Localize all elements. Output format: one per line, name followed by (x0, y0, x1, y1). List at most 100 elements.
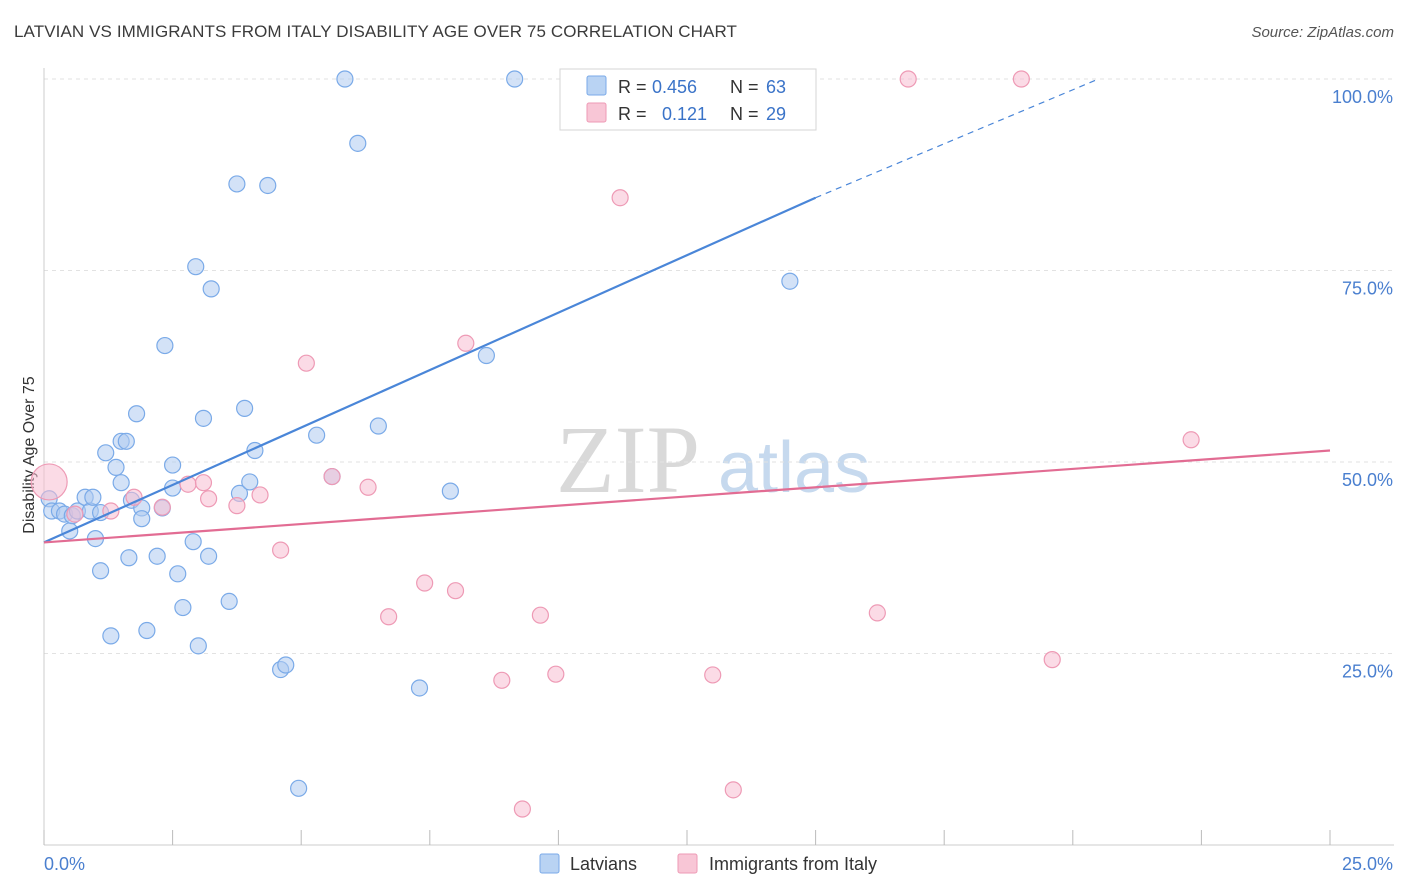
latvians-point-18 (117, 432, 135, 450)
bottom-legend: Latvians Immigrants from Italy (539, 853, 877, 874)
legend-n-value-italy: 29 (766, 104, 786, 124)
bottom-legend-swatch-latvians (539, 853, 560, 874)
italy-point-16 (446, 582, 465, 600)
trend-line-1 (43, 449, 1331, 544)
italy-point-20 (531, 606, 549, 624)
gridlines (44, 78, 1395, 654)
latvians-point-31 (174, 598, 192, 617)
latvians-point-47 (290, 779, 308, 797)
latvians-point-21 (127, 405, 146, 423)
latvians-point-12 (91, 562, 110, 580)
italy-point-14 (380, 608, 398, 626)
watermark-zip: ZIP (556, 406, 700, 513)
bottom-legend-swatch-italy (677, 853, 698, 874)
latvians-point-41 (236, 399, 254, 417)
y-tick-label-0: 25.0% (1342, 662, 1393, 682)
latvians-point-39 (228, 175, 246, 193)
latvians-point-44 (259, 176, 277, 195)
latvians-point-34 (189, 637, 207, 655)
legend-swatch-italy (586, 102, 607, 123)
latvians-point-14 (102, 627, 120, 645)
italy-point-0 (30, 463, 68, 501)
italy-point-7 (200, 490, 218, 508)
watermark-atlas: atlas (718, 428, 870, 508)
latvians-point-55 (477, 346, 495, 365)
latvians-point-24 (138, 621, 156, 640)
trend-lines (43, 78, 1331, 544)
latvians-point-51 (349, 134, 367, 152)
latvians-point-15 (107, 458, 125, 476)
latvians-point-23 (133, 510, 151, 528)
italy-point-25 (868, 604, 886, 622)
italy-point-11 (297, 354, 315, 372)
legend-swatch-latvians (586, 75, 607, 96)
italy-point-8 (228, 497, 246, 515)
italy-point-15 (416, 574, 434, 592)
italy-point-12 (323, 467, 341, 486)
bottom-legend-label-latvians: Latvians (570, 854, 637, 874)
italy-point-18 (493, 671, 511, 689)
latvians-point-13 (97, 444, 115, 462)
y-tick-label-1: 50.0% (1342, 470, 1393, 490)
latvians-point-54 (441, 482, 459, 500)
legend: R = 0.456 N = 63 R = 0.121 N = 29 (559, 68, 817, 131)
italy-point-29 (1182, 431, 1200, 449)
italy-point-10 (272, 541, 290, 559)
latvians-point-48 (308, 426, 326, 444)
y-axis-title: Disability Age Over 75 (21, 376, 38, 534)
italy-point-27 (1012, 70, 1030, 88)
legend-r-value-latvians: 0.456 (652, 77, 697, 97)
latvians-point-38 (220, 592, 238, 611)
italy-point-24 (724, 781, 742, 799)
italy-point-21 (547, 665, 565, 683)
latvians-point-19 (120, 549, 138, 567)
latvians-point-33 (187, 258, 205, 276)
trend-line-0 (43, 196, 817, 544)
latvians-point-42 (241, 473, 259, 491)
x-tick-labels: 0.0% 25.0% (44, 854, 1393, 874)
latvians-point-29 (164, 456, 182, 474)
chart-title: LATVIAN VS IMMIGRANTS FROM ITALY DISABIL… (14, 22, 738, 41)
points-immigrants-from-italy (30, 70, 1200, 818)
latvians-point-53 (410, 679, 429, 697)
legend-r-label-latvians: R = (618, 77, 647, 97)
y-tick-labels: 25.0% 50.0% 75.0% 100.0% (1332, 87, 1393, 682)
italy-point-4 (153, 498, 171, 516)
italy-point-23 (704, 666, 722, 684)
latvians-point-37 (202, 280, 220, 298)
italy-point-9 (251, 486, 269, 504)
latvians-point-25 (148, 547, 166, 565)
italy-point-26 (899, 70, 917, 88)
y-tick-label-2: 75.0% (1342, 279, 1393, 299)
latvians-point-9 (84, 488, 102, 506)
x-tick-label-1: 25.0% (1342, 854, 1393, 874)
latvians-point-50 (336, 70, 354, 88)
axes (43, 68, 1394, 846)
italy-point-19 (513, 800, 531, 818)
legend-n-label-latvians: N = (730, 77, 759, 97)
legend-n-value-latvians: 63 (766, 77, 786, 97)
legend-r-value-italy: 0.121 (662, 104, 707, 124)
italy-point-13 (359, 478, 377, 496)
italy-point-1 (66, 505, 84, 523)
latvians-point-58 (781, 272, 799, 290)
latvians-point-36 (200, 547, 218, 565)
legend-n-label-italy: N = (730, 104, 759, 124)
italy-point-17 (457, 334, 475, 352)
latvians-point-46 (277, 656, 295, 674)
watermark: ZIP atlas (556, 406, 870, 513)
latvians-point-17 (112, 474, 130, 492)
bottom-legend-label-italy: Immigrants from Italy (709, 854, 877, 874)
x-tick-label-0: 0.0% (44, 854, 85, 874)
italy-point-6 (194, 474, 213, 492)
source-label: Source: ZipAtlas.com (1251, 24, 1394, 41)
y-tick-label-3: 100.0% (1332, 87, 1393, 107)
italy-point-28 (1043, 651, 1061, 669)
latvians-point-56 (506, 70, 524, 88)
latvians-point-35 (194, 409, 213, 427)
latvians-point-52 (369, 417, 387, 435)
italy-point-22 (611, 189, 629, 207)
legend-r-label-italy: R = (618, 104, 647, 124)
latvians-point-27 (156, 336, 174, 355)
latvians-point-32 (184, 533, 202, 551)
